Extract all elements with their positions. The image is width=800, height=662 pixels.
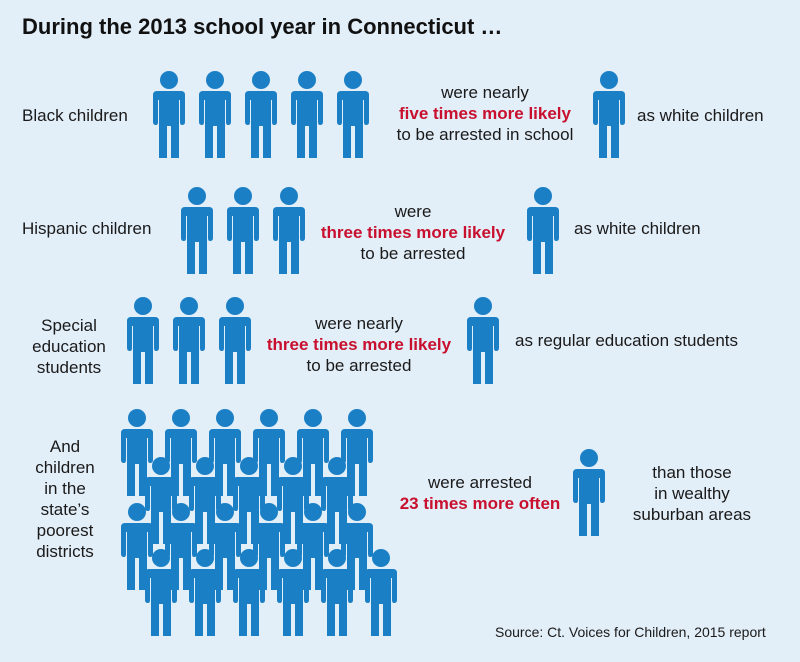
row4-lead: were arrested: [428, 473, 532, 492]
row4-group-label-line: state’s: [40, 500, 90, 519]
person-icon: [334, 70, 372, 160]
person-icon: [362, 548, 400, 638]
row2-group-label: Hispanic children: [22, 219, 152, 238]
row3-group-label-line: Special: [41, 316, 97, 335]
person-icon: [570, 448, 608, 538]
row1-statement: were nearly five times more likely to be…: [380, 82, 590, 145]
person-icon: [216, 296, 254, 386]
row3-group-label: Special education students: [20, 315, 118, 378]
person-icon: [196, 70, 234, 160]
row2-statement: were three times more likely to be arres…: [308, 201, 518, 264]
person-icon: [524, 186, 562, 276]
person-icon: [288, 70, 326, 160]
row3-statement: were nearly three times more likely to b…: [254, 313, 464, 376]
row2-lead: were: [394, 202, 432, 221]
person-icon: [118, 408, 156, 498]
row4-group-label: And children in the state’s poorest dist…: [25, 436, 105, 562]
row4-highlight: 23 times more often: [399, 494, 561, 513]
person-icon: [178, 186, 216, 276]
row1-lead: were nearly: [441, 83, 529, 102]
row1-comparison: as white children: [637, 106, 764, 125]
row4-group-label-line: And: [49, 437, 81, 456]
source-note: Source: Ct. Voices for Children, 2015 re…: [495, 624, 766, 640]
person-icon: [318, 548, 356, 638]
person-icon: [124, 296, 162, 386]
person-icon: [242, 70, 280, 160]
row4-group-label-line: in the: [44, 479, 86, 498]
row4-group-label-line: children: [35, 458, 95, 477]
row3-comparison: as regular education students: [515, 331, 739, 350]
person-icon: [270, 186, 308, 276]
row4-group-label-line: districts: [36, 542, 94, 561]
row1-highlight: five times more likely: [399, 104, 571, 123]
row4-group-label-line: poorest: [36, 521, 94, 540]
person-icon: [142, 548, 180, 638]
row4-statement: were arrested 23 times more often: [390, 472, 570, 514]
row3-lead: were nearly: [315, 314, 403, 333]
row2-comparison: as white children: [574, 219, 701, 238]
row3-group-label-line: students: [36, 358, 102, 377]
row1-group-label: Black children: [22, 106, 128, 125]
row2-tail: to be arrested: [360, 244, 466, 263]
row4-comparison-line: than those: [652, 463, 732, 482]
person-icon: [224, 186, 262, 276]
person-icon: [150, 70, 188, 160]
person-icon: [170, 296, 208, 386]
page-title: During the 2013 school year in Connectic…: [22, 14, 503, 39]
person-icon: [230, 548, 268, 638]
row4-comparison: than those in wealthy suburban areas: [632, 462, 752, 525]
row2-highlight: three times more likely: [320, 223, 506, 242]
row1-tail: to be arrested in school: [396, 125, 574, 144]
person-icon: [274, 548, 312, 638]
person-icon: [186, 548, 224, 638]
person-icon: [464, 296, 502, 386]
row3-tail: to be arrested: [306, 356, 412, 375]
person-icon: [590, 70, 628, 160]
row4-comparison-line: in wealthy: [654, 484, 730, 503]
row3-highlight: three times more likely: [266, 335, 452, 354]
row4-comparison-line: suburban areas: [632, 505, 752, 524]
row3-group-label-line: education: [32, 337, 106, 356]
